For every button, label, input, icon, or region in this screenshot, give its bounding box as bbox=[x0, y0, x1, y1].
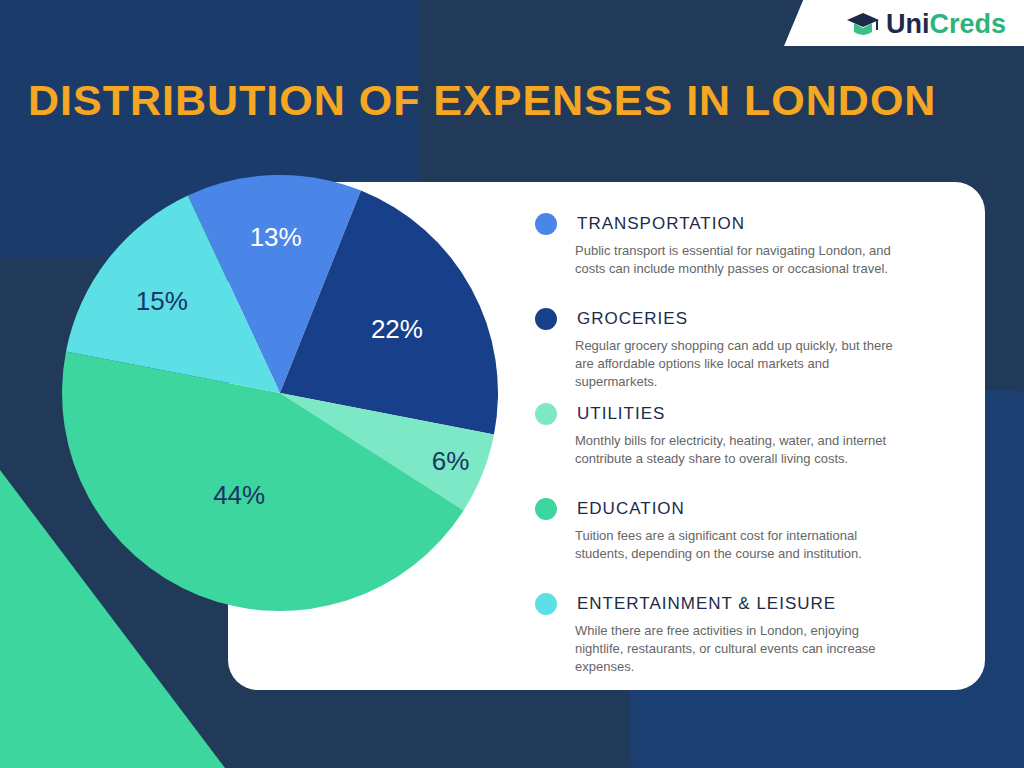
html-text:Public transport is essential: Public transport is essential for naviga… bbox=[575, 243, 891, 276]
html-text:UTILITIES: UTILITIES bbox=[577, 404, 666, 423]
html-text:While there are free activitie: While there are free activities in Londo… bbox=[575, 623, 876, 674]
html-text:EDUCATION: EDUCATION bbox=[577, 499, 685, 518]
svg-text:15%: 15% bbox=[136, 286, 188, 316]
svg-text:6%: 6% bbox=[432, 446, 470, 476]
svg-text:44%: 44% bbox=[213, 480, 265, 510]
html-text:TRANSPORTATION: TRANSPORTATION bbox=[577, 214, 745, 233]
html-text:Uni Creds: Uni Creds bbox=[886, 9, 1006, 39]
html-text:GROCERIES: GROCERIES bbox=[577, 309, 688, 328]
html-text:ENTERTAINMENT & LEISURE: ENTERTAINMENT & LEISURE bbox=[577, 594, 837, 613]
html-text:Monthly bills for electricity,: Monthly bills for electricity, heating, … bbox=[575, 433, 887, 466]
html-text:Tuition fees are a significant: Tuition fees are a significant cost for … bbox=[575, 528, 862, 561]
svg-text:13%: 13% bbox=[250, 222, 302, 252]
svg-text:22%: 22% bbox=[371, 314, 423, 344]
html-text:DISTRIBUTION OF EXPENSES IN LO: DISTRIBUTION OF EXPENSES IN LONDON bbox=[28, 76, 937, 124]
html-text:Regular grocery shopping can a: Regular grocery shopping can add up quic… bbox=[575, 338, 893, 389]
